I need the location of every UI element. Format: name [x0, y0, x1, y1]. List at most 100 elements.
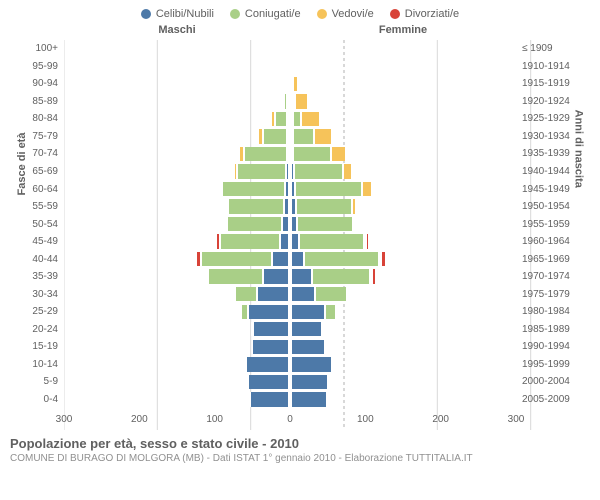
legend-swatch — [141, 9, 151, 19]
seg-married — [222, 182, 286, 196]
pyramid-row — [64, 40, 516, 58]
legend-swatch — [390, 9, 400, 19]
male-bar — [64, 269, 289, 283]
seg-single — [286, 164, 289, 178]
year-tick: 1930-1934 — [518, 128, 580, 146]
pyramid-row — [64, 233, 516, 251]
seg-divorced — [336, 305, 338, 319]
seg-married — [241, 305, 248, 319]
seg-single — [263, 269, 289, 283]
plot: 100+95-9990-9485-8980-8475-7970-7465-696… — [20, 40, 580, 430]
female-bar — [291, 77, 516, 91]
legend-label: Coniugati/e — [245, 8, 301, 20]
seg-married — [275, 112, 287, 126]
seg-widowed — [314, 129, 333, 143]
female-bar — [291, 269, 516, 283]
pyramid-row — [64, 215, 516, 233]
male-bar — [64, 164, 289, 178]
seg-single — [272, 252, 289, 266]
seg-married — [244, 147, 287, 161]
year-tick: 1915-1919 — [518, 75, 580, 93]
seg-married — [304, 252, 379, 266]
female-bar — [291, 182, 516, 196]
pyramid-row — [64, 180, 516, 198]
population-pyramid: Fasce di età Anni di nascita Maschi Femm… — [20, 24, 580, 430]
legend-swatch — [317, 9, 327, 19]
seg-widowed — [293, 77, 298, 91]
seg-widowed — [343, 164, 352, 178]
male-bar — [64, 199, 289, 213]
seg-divorced — [347, 287, 349, 301]
seg-single — [284, 199, 289, 213]
seg-widowed — [291, 59, 293, 73]
pyramid-row — [64, 93, 516, 111]
legend-label: Divorziati/e — [405, 8, 459, 20]
female-bar — [291, 112, 516, 126]
year-tick: ≤ 1909 — [518, 40, 580, 58]
legend-label: Celibi/Nubili — [156, 8, 214, 20]
column-headers: Maschi Femmine — [20, 24, 580, 40]
seg-widowed — [301, 112, 320, 126]
male-bar — [64, 112, 289, 126]
legend-label: Vedovi/e — [332, 8, 374, 20]
age-tick: 25-29 — [20, 303, 62, 321]
seg-married — [293, 112, 301, 126]
seg-single — [291, 340, 325, 354]
year-tick: 1945-1949 — [518, 180, 580, 198]
male-header: Maschi — [64, 24, 290, 36]
male-bar — [64, 59, 289, 73]
pyramid-row — [64, 338, 516, 356]
male-bar — [64, 357, 289, 371]
age-tick: 95-99 — [20, 58, 62, 76]
pyramid-row — [64, 250, 516, 268]
male-bar — [64, 322, 289, 336]
age-tick: 85-89 — [20, 93, 62, 111]
pyramid-row — [64, 391, 516, 409]
pyramid-row — [64, 285, 516, 303]
seg-married — [325, 305, 336, 319]
seg-married — [299, 234, 365, 248]
seg-married — [312, 269, 370, 283]
year-tick: 1965-1969 — [518, 250, 580, 268]
male-bar — [64, 287, 289, 301]
year-tick: 1960-1964 — [518, 233, 580, 251]
footer: Popolazione per età, sesso e stato civil… — [0, 430, 600, 464]
age-tick: 20-24 — [20, 321, 62, 339]
male-bar — [64, 94, 289, 108]
legend-swatch — [230, 9, 240, 19]
age-tick: 5-9 — [20, 373, 62, 391]
x-tick: 100 — [206, 414, 223, 425]
age-tick: 80-84 — [20, 110, 62, 128]
year-tick: 1975-1979 — [518, 285, 580, 303]
seg-single — [291, 269, 312, 283]
year-tick: 1985-1989 — [518, 321, 580, 339]
seg-single — [291, 322, 322, 336]
seg-married — [322, 322, 324, 336]
pyramid-row — [64, 321, 516, 339]
seg-widowed — [295, 94, 308, 108]
female-bar — [291, 59, 516, 73]
legend-item: Vedovi/e — [317, 8, 374, 20]
x-tick: 300 — [508, 414, 525, 425]
seg-widowed — [362, 182, 371, 196]
legend: Celibi/Nubili Coniugati/e Vedovi/e Divorzia… — [0, 0, 600, 24]
male-bar — [64, 77, 289, 91]
seg-single — [248, 375, 289, 389]
female-bar — [291, 42, 516, 56]
pyramid-row — [64, 145, 516, 163]
seg-single — [252, 340, 289, 354]
year-tick: 1925-1929 — [518, 110, 580, 128]
legend-item: Coniugati/e — [230, 8, 301, 20]
seg-married — [294, 164, 343, 178]
seg-single — [287, 77, 289, 91]
y-axis-year: ≤ 19091910-19141915-19191920-19241925-19… — [518, 40, 580, 408]
seg-single — [280, 234, 289, 248]
age-tick: 15-19 — [20, 338, 62, 356]
age-tick: 10-14 — [20, 356, 62, 374]
female-bar — [291, 234, 516, 248]
seg-single — [287, 129, 289, 143]
seg-married — [293, 147, 330, 161]
female-bar — [291, 252, 516, 266]
seg-married — [295, 182, 363, 196]
female-bar — [291, 340, 516, 354]
